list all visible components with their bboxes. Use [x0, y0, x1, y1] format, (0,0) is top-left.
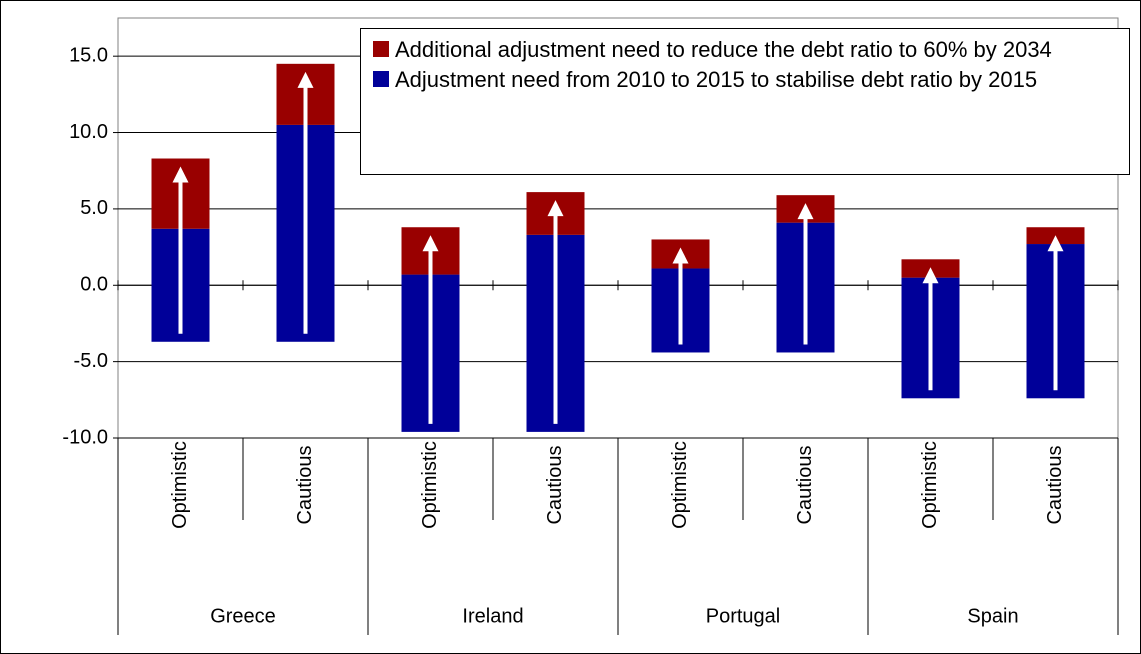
legend-item: Additional adjustment need to reduce the… [373, 37, 1123, 63]
arrow-head [797, 203, 814, 220]
legend-swatch [373, 71, 389, 87]
legend-swatch [373, 41, 389, 57]
x-tick-label: Optimistic [419, 441, 441, 529]
arrow-head [1047, 235, 1064, 252]
group-label: Spain [967, 605, 1018, 627]
legend-label: Additional adjustment need to reduce the… [395, 37, 1052, 62]
y-tick-label: -5.0 [74, 350, 108, 372]
x-tick-label: Cautious [544, 446, 566, 525]
x-tick-label: Optimistic [669, 441, 691, 529]
y-tick-label: 0.0 [80, 274, 108, 296]
arrow-head [297, 71, 314, 88]
y-tick-label: 5.0 [80, 197, 108, 219]
y-tick-label: 15.0 [69, 44, 108, 66]
arrow-head [172, 166, 189, 183]
arrow-head [547, 200, 564, 217]
x-tick-label: Cautious [1044, 446, 1066, 525]
group-label: Portugal [706, 605, 781, 627]
arrow-head [672, 247, 689, 264]
group-label: Greece [210, 605, 276, 627]
x-tick-label: Cautious [794, 446, 816, 525]
y-tick-label: -10.0 [62, 426, 108, 448]
legend-label: Adjustment need from 2010 to 2015 to sta… [395, 67, 1038, 92]
x-tick-label: Cautious [294, 446, 316, 525]
y-tick-label: 10.0 [69, 121, 108, 143]
x-tick-label: Optimistic [919, 441, 941, 529]
group-label: Ireland [462, 605, 523, 627]
legend: Additional adjustment need to reduce the… [360, 28, 1130, 175]
x-tick-label: Optimistic [169, 441, 191, 529]
arrow-head [422, 235, 439, 252]
legend-item: Adjustment need from 2010 to 2015 to sta… [373, 67, 1123, 93]
arrow-head [922, 267, 939, 284]
